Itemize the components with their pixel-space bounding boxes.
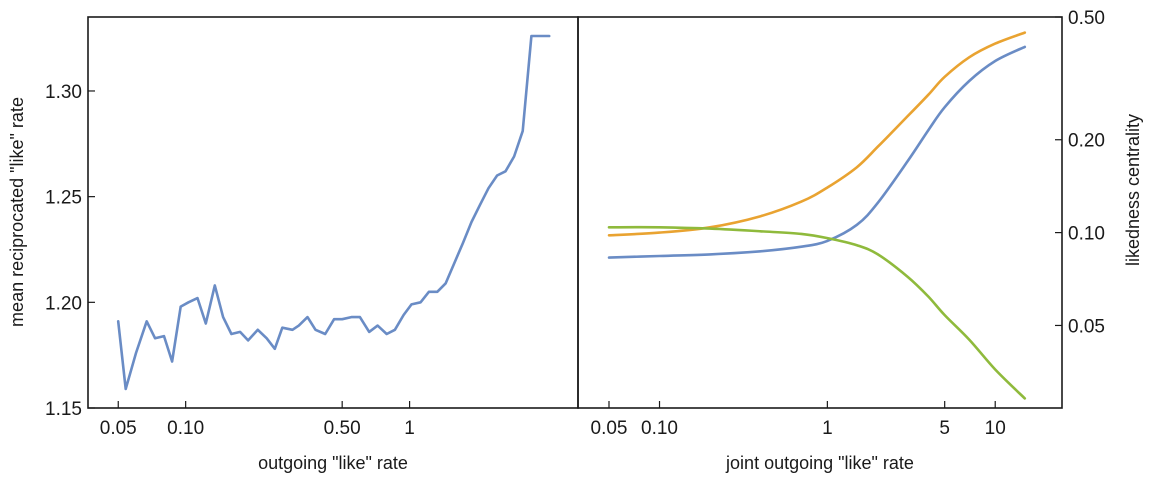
right-ytick-label-3: 0.50 (1068, 8, 1105, 29)
right-ytick-label-1: 0.10 (1068, 224, 1105, 245)
left-xtick-label-2: 0.50 (324, 418, 361, 439)
right-xtick-label-1: 0.10 (641, 418, 678, 439)
left-ytick-label-2: 1.25 (45, 188, 82, 209)
right-xtick-label-4: 10 (985, 418, 1006, 439)
left-xlabel: outgoing "like" rate (258, 453, 408, 473)
right-series-line-0 (607, 31, 1027, 237)
right-xtick-label-2: 1 (822, 418, 833, 439)
right-chart-layer: 0.05 0.10 1 5 10 0.05 0.10 0.20 0.50 (591, 8, 1105, 439)
left-xtick-label-1: 0.10 (167, 418, 204, 439)
right-xlabel: joint outgoing "like" rate (725, 453, 914, 473)
left-chart-layer: 0.05 0.10 0.50 1 1.15 1.20 1.25 1.30 (45, 34, 551, 439)
right-ytick-label-0: 0.05 (1068, 316, 1105, 337)
right-xtick-label-0: 0.05 (591, 418, 628, 439)
left-series-line-0 (116, 34, 551, 391)
left-plot-frame (87, 16, 579, 409)
left-xtick-label-3: 1 (404, 418, 415, 439)
left-ytick-label-3: 1.30 (45, 82, 82, 103)
right-series-line-2 (607, 225, 1027, 400)
left-ytick-label-0: 1.15 (45, 399, 82, 420)
right-plot-frame (577, 16, 1063, 409)
right-ytick-label-2: 0.20 (1068, 131, 1105, 152)
right-series-line-1 (607, 45, 1027, 259)
left-ylabel: mean reciprocated "like" rate (7, 97, 27, 327)
right-ylabel: likedness centrality (1123, 114, 1143, 266)
right-xtick-label-3: 5 (939, 418, 950, 439)
left-ytick-label-1: 1.20 (45, 293, 82, 314)
left-xtick-label-0: 0.05 (100, 418, 137, 439)
